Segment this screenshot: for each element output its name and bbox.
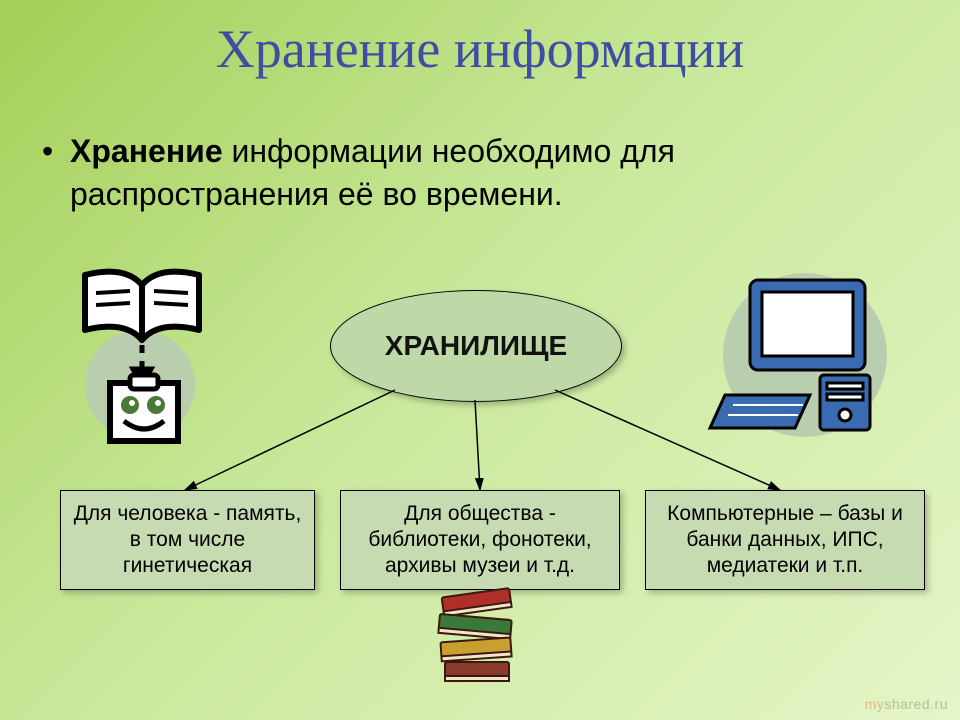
book-icon	[70, 265, 230, 445]
book-stack-icon	[425, 585, 525, 690]
box-text: Компьютерные – базы и банки данных, ИПС,…	[656, 501, 914, 580]
bullet-bold: Хранение	[70, 133, 223, 169]
watermark-prefix: my	[865, 696, 885, 712]
computer-icon	[695, 260, 905, 440]
category-box-society: Для общества - библиотеки, фонотеки, арх…	[340, 490, 620, 590]
box-text: Для общества - библиотеки, фонотеки, арх…	[351, 501, 609, 580]
category-box-computer: Компьютерные – базы и банки данных, ИПС,…	[645, 490, 925, 590]
category-box-human: Для человека - память, в том числе гинет…	[60, 490, 315, 590]
box-text: Для человека - память, в том числе гинет…	[71, 501, 304, 580]
oval-label: ХРАНИЛИЩЕ	[385, 330, 567, 362]
watermark-rest: shared.ru	[884, 696, 948, 712]
central-oval: ХРАНИЛИЩЕ	[330, 290, 622, 402]
bullet-text: Хранение информации необходимо для распр…	[70, 130, 890, 216]
slide-title: Хранение информации	[0, 18, 960, 80]
watermark: myshared.ru	[865, 696, 948, 712]
slide: Хранение информации Хранение информации …	[0, 0, 960, 720]
